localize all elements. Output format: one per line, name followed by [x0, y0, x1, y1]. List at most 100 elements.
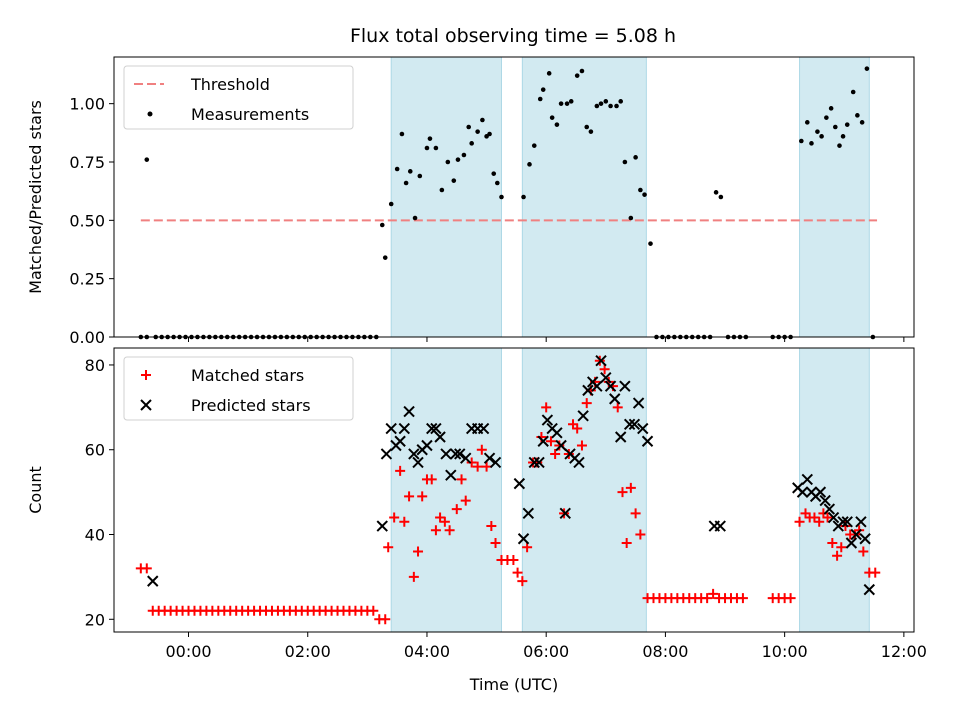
legend-measurement-swatch: [147, 111, 153, 117]
matched-point: [545, 436, 556, 447]
matched-point: [621, 537, 632, 548]
measurement-point: [718, 194, 724, 200]
predicted-point: [827, 511, 840, 524]
measurement-point: [399, 131, 405, 137]
predicted-point: [595, 355, 607, 367]
matched-point: [612, 402, 623, 413]
measurement-point: [588, 129, 594, 134]
measurement-point: [622, 159, 628, 165]
measurement-point: [487, 131, 492, 137]
legend-box: [123, 356, 354, 421]
predicted-point: [855, 516, 867, 528]
x-axis-label: Time (UTC): [469, 675, 558, 694]
x-tick-label: 00:00: [165, 642, 211, 661]
predicted-point: [385, 422, 397, 435]
measurement-point: [546, 71, 552, 76]
predicted-point: [477, 422, 490, 435]
measurement-point: [461, 152, 467, 158]
x-tick-label: 04:00: [404, 642, 450, 661]
matched-point: [476, 444, 487, 455]
x-tick-label: 02:00: [285, 642, 331, 661]
measurement-point: [584, 124, 590, 130]
legend-label: Measurements: [191, 105, 309, 124]
measurement-point: [382, 255, 388, 260]
measurement-point: [521, 194, 526, 200]
matched-point: [625, 482, 636, 493]
predicted-point: [394, 435, 406, 447]
legend-label: Matched stars: [191, 366, 304, 385]
measurement-point: [412, 215, 418, 221]
measurement-point: [579, 68, 585, 74]
matched-point: [541, 402, 552, 413]
measurement-point: [403, 180, 409, 186]
predicted-point: [513, 477, 526, 490]
predicted-point: [489, 456, 502, 469]
predicted-point: [460, 452, 472, 464]
predicted-point: [600, 371, 612, 384]
measurement-point: [568, 99, 574, 104]
matched-point: [466, 457, 477, 468]
predicted-point: [412, 456, 424, 469]
matched-point: [430, 525, 441, 536]
x-tick-label: 06:00: [523, 642, 569, 661]
measurement-point: [495, 180, 500, 186]
measurement-point: [540, 87, 546, 92]
measurement-point: [451, 178, 457, 183]
predicted-point: [408, 448, 420, 460]
predicted-point: [841, 516, 853, 528]
measurement-point: [427, 136, 433, 141]
measurement-point: [828, 106, 834, 111]
x-tick-label: 12:00: [881, 642, 927, 661]
legend-box: [123, 65, 354, 130]
measurement-point: [379, 222, 385, 228]
matched-point: [389, 512, 400, 523]
y-tick-label: 60: [85, 441, 105, 460]
matched-point: [456, 474, 467, 485]
y-tick-label: 80: [85, 356, 105, 375]
predicted-point: [614, 431, 627, 443]
matched-point: [630, 508, 641, 519]
measurement-point: [833, 124, 838, 130]
predicted-point: [449, 448, 462, 460]
measurement-point: [614, 103, 619, 109]
matched-point: [794, 516, 805, 527]
measurement-point: [469, 141, 474, 146]
matched-point: [870, 567, 881, 578]
observing-interval: [799, 347, 870, 633]
matched-point: [814, 516, 825, 527]
matched-point: [451, 504, 462, 515]
measurement-point: [499, 194, 504, 200]
measurement-point: [837, 143, 842, 148]
matched-point: [572, 423, 583, 434]
y-tick-label: 0.25: [69, 270, 105, 289]
matched-point: [444, 525, 455, 536]
measurement-point: [819, 134, 824, 139]
y-tick-label: 20: [85, 610, 105, 629]
measurement-point: [638, 187, 643, 193]
measurement-point: [417, 173, 423, 179]
predicted-point: [619, 380, 631, 392]
measurement-point: [475, 129, 480, 134]
predicted-point: [714, 520, 726, 532]
matched-point: [858, 546, 869, 557]
predicted-point: [541, 414, 554, 426]
matched-point: [486, 521, 497, 532]
matched-point: [368, 605, 379, 616]
matched-point: [417, 491, 428, 502]
y-tick-label: 0.00: [69, 328, 105, 347]
measurement-point: [574, 73, 580, 78]
legend-label: Threshold: [190, 75, 270, 94]
measurement-point: [424, 145, 430, 151]
measurement-point: [594, 103, 600, 109]
measurement-point: [491, 171, 497, 176]
predicted-point: [430, 422, 442, 435]
predicted-point: [801, 473, 814, 486]
measurement-point: [859, 120, 865, 125]
measurement-point: [648, 241, 653, 246]
measurement-point: [455, 157, 461, 162]
predicted-point: [555, 439, 567, 452]
matched-point: [702, 593, 713, 604]
predicted-point: [380, 448, 393, 460]
predicted-point: [628, 418, 641, 431]
measurement-point: [445, 159, 451, 165]
